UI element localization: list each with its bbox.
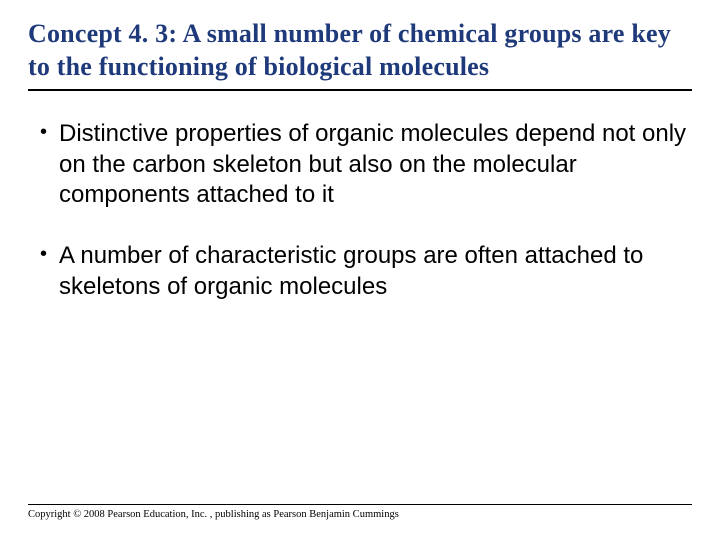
footer-rule [28, 504, 692, 505]
bullet-text: Distinctive properties of organic molecu… [59, 119, 692, 211]
slide-title: Concept 4. 3: A small number of chemical… [28, 18, 692, 83]
copyright-text: Copyright © 2008 Pearson Education, Inc.… [28, 509, 692, 520]
footer: Copyright © 2008 Pearson Education, Inc.… [28, 504, 692, 520]
bullet-text: A number of characteristic groups are of… [59, 241, 692, 302]
list-item: • Distinctive properties of organic mole… [40, 119, 692, 211]
list-item: • A number of characteristic groups are … [40, 241, 692, 302]
bullet-icon: • [40, 119, 47, 211]
title-underline-rule [28, 89, 692, 91]
bullet-icon: • [40, 241, 47, 302]
bullet-list: • Distinctive properties of organic mole… [28, 119, 692, 303]
slide-container: Concept 4. 3: A small number of chemical… [0, 0, 720, 540]
